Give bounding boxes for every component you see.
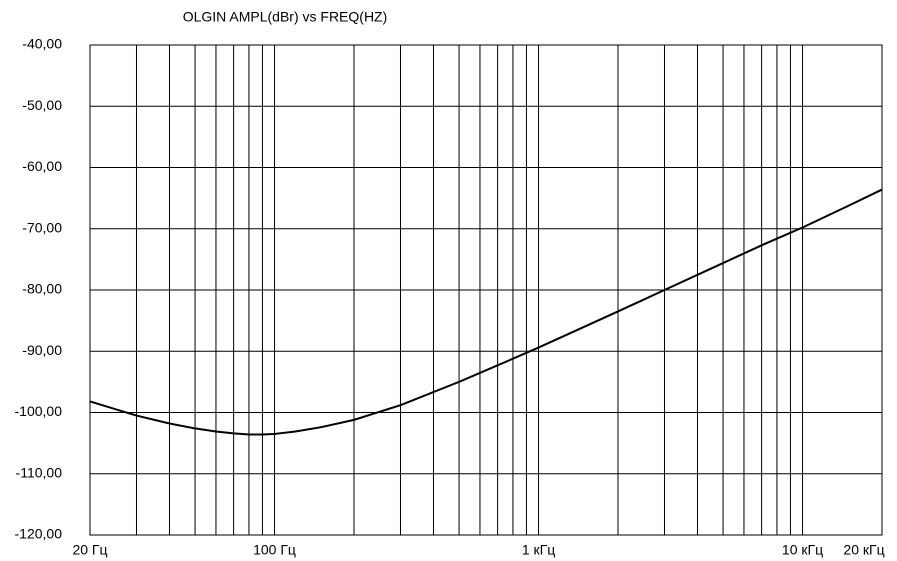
y-tick-label: -100,00 [15, 403, 63, 419]
x-tick-label: 20 Гц [72, 542, 107, 558]
x-tick-label: 1 кГц [522, 542, 555, 558]
y-tick-label: -90,00 [22, 342, 62, 358]
y-tick-label: -40,00 [22, 36, 62, 52]
y-tick-label: -50,00 [22, 97, 62, 113]
y-tick-label: -120,00 [15, 526, 63, 542]
x-tick-label: 100 Гц [253, 542, 296, 558]
data-line [89, 188, 883, 436]
y-tick-label: -60,00 [22, 158, 62, 174]
y-tick-label: -70,00 [22, 219, 62, 235]
x-tick-label: 10 кГц [782, 542, 823, 558]
y-tick-label: -80,00 [22, 281, 62, 297]
chart-title: OLGIN AMPL(dBr) vs FREQ(HZ) [183, 9, 388, 25]
x-tick-label: 20 кГц [843, 542, 884, 558]
y-tick-label: -110,00 [16, 464, 63, 480]
